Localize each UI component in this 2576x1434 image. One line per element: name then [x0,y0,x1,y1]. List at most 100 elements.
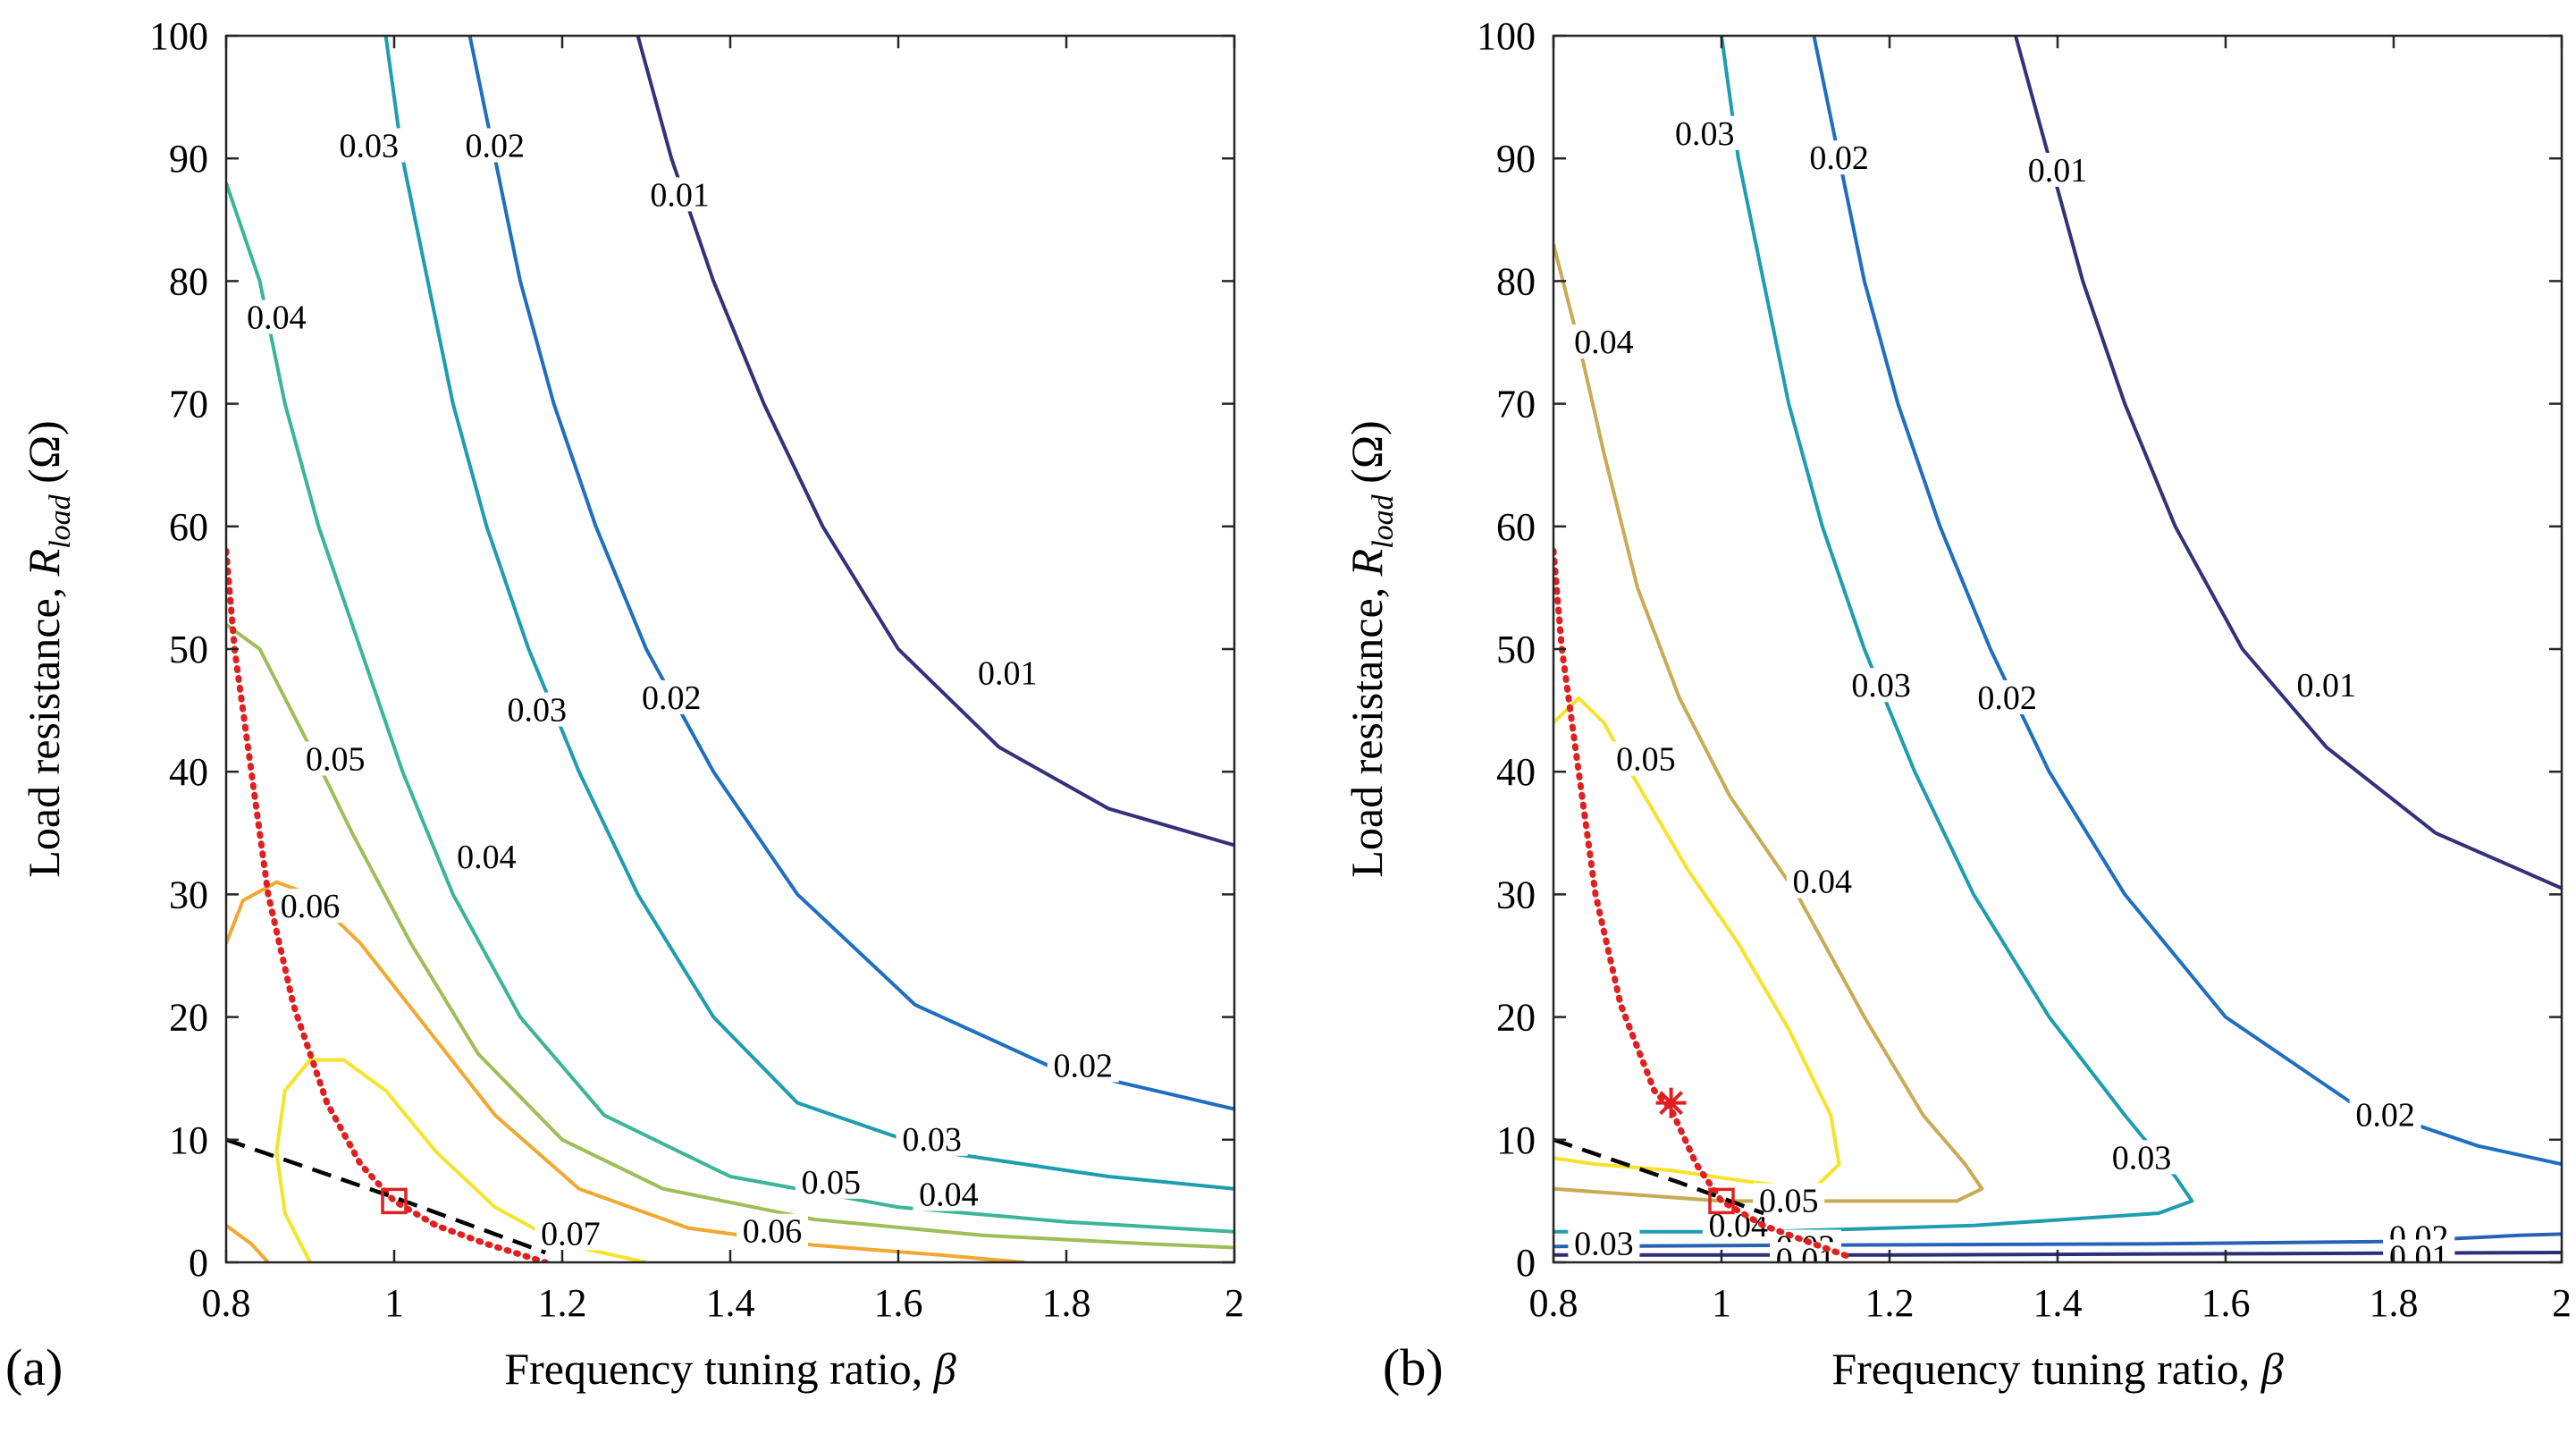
dashed-reference-line [1553,1137,1764,1216]
y-tick-label: 50 [169,628,208,671]
contour-line-0.02 [1553,1232,2562,1249]
y-axis-label-text: Load resistance, [1342,576,1392,877]
x-axis-label-text: Frequency tuning ratio, [1831,1344,2260,1394]
y-axis-label-text: Load resistance, [19,576,69,877]
contour-label-bg [1803,140,1875,175]
y-axis-label-subscript: load [44,493,77,548]
contour-label-bg [535,1216,607,1251]
contour-line-0.06 [226,880,1025,1262]
contour-line-0.07 [274,1058,647,1262]
contour-label: 0.04 [247,299,307,337]
asterisk-stroke [1659,1091,1684,1116]
y-tick-label: 40 [1496,750,1536,794]
x-tick-label: 1.2 [1865,1281,1915,1325]
contour-line-0.04 [1553,243,1984,1203]
y-axis-label-unit: (Ω) [1342,420,1392,494]
x-axis-label-symbol: β [2260,1344,2284,1394]
contour-line-0.01 [2014,36,2562,890]
square-marker [381,1187,408,1215]
contour-label: 0.04 [1793,864,1853,901]
contour-label-bg [1971,679,2043,714]
y-tick-label: 100 [1477,14,1536,58]
contour-label-bg [896,1121,968,1156]
y-tick-label: 70 [1496,383,1536,426]
y-tick-label: 20 [169,996,208,1040]
x-tick-label: 2 [1225,1281,1244,1325]
square-marker [1708,1187,1735,1215]
contour-label-bg [333,128,405,163]
y-tick-label: 90 [169,137,208,181]
contour-label: 0.05 [802,1164,862,1202]
contour-label: 0.02 [1054,1047,1114,1084]
contour-label-bg [795,1164,867,1199]
contour-label-bg [644,177,716,212]
y-tick-label: 0 [1516,1241,1536,1285]
contour-label: 0.01 [650,176,710,214]
contour-line-0.06 [226,1224,270,1262]
contour-label: 0.04 [1574,324,1634,361]
x-tick-label: 1 [384,1281,404,1325]
contour-line-0.02 [467,36,1234,1111]
contour-label: 0.06 [743,1213,803,1251]
contour-label-bg [1047,1048,1119,1083]
contour-label: 0.05 [306,740,366,778]
contour-label-bg [1753,1183,1825,1218]
contour-label-bg [972,655,1044,690]
x-axis-label: Frequency tuning ratio, β [1831,1344,2283,1394]
contour-label-bg [1669,115,1741,150]
contour-label-bg [2349,1097,2421,1132]
contour-label-bg [636,679,708,714]
contour-label-bg [299,741,372,776]
contour-label: 0.03 [1675,115,1735,153]
contour-label-bg [2383,1239,2455,1262]
contour-line-0.03 [383,36,1234,1191]
y-tick-label: 80 [1496,259,1536,303]
contour-label: 0.03 [508,692,568,730]
chart-panel-a: 0.01 0.01 0.02 0.02 0.02 0.03 0.03 0.03 0.04 0.04… [5,14,1244,1396]
x-tick-label: 1.6 [2201,1281,2251,1325]
y-axis-label-symbol: R [19,549,69,578]
x-tick-label: 1.8 [1042,1281,1091,1325]
contour-label-bg [459,128,531,163]
dashed-reference-line [226,1137,546,1255]
x-tick-label: 2 [2552,1281,2572,1325]
contour-label: 0.01 [978,654,1038,692]
panel-label: (a) [5,1338,63,1396]
contour-label: 0.06 [281,888,341,925]
contour-label: 0.04 [457,839,517,876]
axes-box [1552,34,2563,1264]
x-tick-label: 1 [1712,1281,1731,1325]
contour-line-0.02 [1812,36,2562,1167]
y-tick-label: 40 [169,750,208,794]
contour-label-bg [501,692,573,727]
contour-label-bg [2106,1140,2177,1175]
contour-label: 0.03 [902,1121,962,1159]
x-tick-label: 0.8 [1529,1281,1578,1325]
contour-label: 0.04 [919,1177,979,1214]
contour-label: 0.03 [1574,1225,1634,1262]
optimal-load-curve [226,547,549,1262]
chart-panel-b: 0.01 0.01 0.02 0.02 0.02 0.03 0.03 0.03 0.03 0.04… [1342,14,2572,1396]
x-axis-label-text: Frequency tuning ratio, [504,1344,933,1394]
asterisk-marker [1655,1087,1687,1118]
contour-label: 0.02 [1809,139,1869,177]
y-tick-label: 20 [1496,996,1536,1040]
plot-area: 0.01 0.01 0.02 0.02 0.02 0.03 0.03 0.03 0.03 0.04… [1553,36,2562,1262]
y-tick-label: 60 [169,505,208,549]
x-tick-label: 1.8 [2370,1281,2419,1325]
plot-area: 0.01 0.01 0.02 0.02 0.02 0.03 0.03 0.03 0.04 0.04… [226,36,1234,1262]
contour-label: 0.05 [1616,740,1676,778]
x-tick-label: 1.6 [874,1281,923,1325]
y-tick-label: 80 [169,259,208,303]
contour-label-bg [1610,741,1682,776]
y-tick-label: 70 [169,383,208,426]
contour-label: 0.01 [2297,667,2357,704]
contour-label-bg [1845,668,1917,703]
optimal-load-curve [1553,547,1851,1260]
y-tick-label: 90 [1496,137,1536,181]
panel-label: (b) [1383,1338,1444,1396]
y-axis-label-symbol: R [1342,549,1392,578]
contour-label-bg [913,1177,985,1211]
contour-label-bg [450,839,523,874]
